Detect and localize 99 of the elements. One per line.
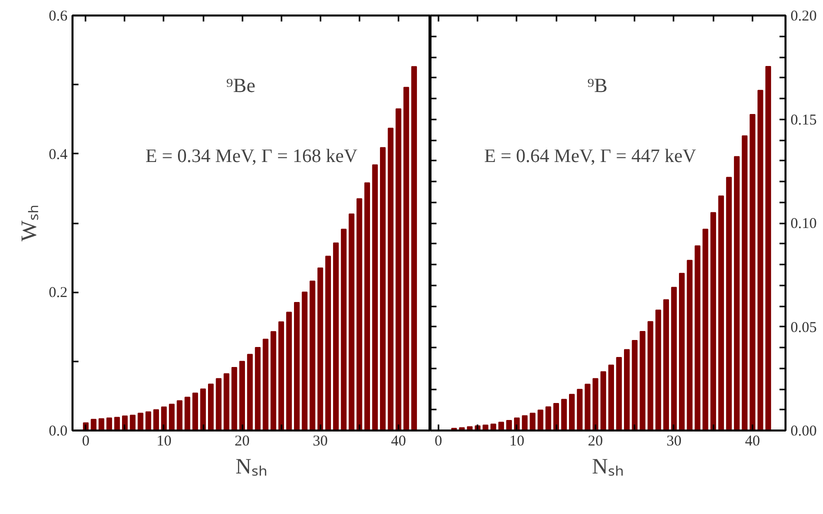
y2-tick-label: 0.10 [790,216,817,232]
y2-tick-label: 0.05 [790,320,817,336]
x-tick-label: 0 [82,434,90,450]
bar [522,415,528,430]
bar [270,331,276,430]
x-tick-label: 10 [509,434,524,450]
bar [372,164,378,430]
bar [718,196,724,430]
x-tick-label: 0 [434,434,442,450]
bar [340,228,347,430]
bar [648,321,654,430]
bar [333,242,339,430]
bar [640,331,646,430]
x-tick-label: 20 [588,434,603,450]
bar [742,135,748,430]
bar [403,86,410,430]
bar [702,228,708,430]
x-tick-label: 30 [312,434,328,450]
x-tick-label: 40 [745,434,760,450]
y-tick-label: 0.6 [48,8,68,24]
bar [247,354,253,430]
bar [224,373,230,430]
x-tick-label: 20 [234,434,250,450]
x-axis-title: Nₛₕ [236,454,268,478]
annotation: ⁹Be [226,75,256,98]
y-tick-label: 0.2 [48,285,68,302]
bar [655,310,662,430]
bar [208,384,214,430]
bar [671,286,677,430]
bar [310,280,316,430]
bar [380,147,386,430]
bar [356,198,362,430]
bar [569,394,575,430]
bar [231,367,238,430]
bar [411,66,417,430]
bar [632,340,638,430]
bar [184,396,190,430]
bar [286,312,292,430]
bar [576,388,583,430]
bar [726,176,732,430]
bar [153,409,159,430]
annotation: E = 0.64 MeV, Γ = 447 keV [484,146,697,168]
bar [239,360,245,430]
bar [388,128,394,430]
bar [216,378,222,430]
bar [561,398,567,430]
x-tick-label: 30 [666,434,682,450]
y-axis-title: Wₛₕ [16,204,41,242]
bar [592,378,598,430]
bar [200,388,206,430]
bar [138,412,144,430]
bar [710,212,716,430]
bar [254,347,261,430]
bar [765,66,772,430]
bar [278,321,284,430]
bar [317,267,324,430]
bar [694,245,700,430]
x-tick-label: 40 [390,434,406,450]
bar [192,392,198,430]
bar [506,420,512,430]
y2-tick-label: 0.15 [790,112,817,128]
bar [624,349,630,430]
bar [145,411,152,430]
y2-tick-label: 0.20 [790,8,817,24]
x-axis-title: Nₛₕ [592,454,624,478]
y-tick-label: 0.0 [48,424,68,440]
bar [686,260,693,430]
bar [262,338,268,430]
bar [678,272,685,430]
bar [130,414,136,430]
bar [161,406,167,430]
y2-tick-label: 0.00 [790,424,817,440]
bar [98,418,104,430]
bar [530,412,536,430]
bar [176,400,182,430]
bar [364,182,370,430]
bar [663,299,669,430]
bar [325,256,331,430]
bar [584,384,590,430]
bar [608,364,614,430]
bar [396,108,402,430]
x-tick-label: 10 [156,434,172,450]
bar [600,371,606,430]
bar [750,114,756,430]
annotation: E = 0.34 MeV, Γ = 168 keV [145,146,358,168]
bar [294,302,300,430]
annotation: ⁹B [587,75,608,98]
bar [734,156,740,430]
bar [114,416,120,430]
bar [538,410,544,430]
bar [482,424,488,430]
y-tick-label: 0.4 [48,146,68,163]
bar [302,292,308,430]
bar [545,406,552,430]
bar [758,90,764,430]
bar [348,214,354,430]
bar [106,418,112,430]
bar [168,404,175,430]
bar [616,356,622,430]
